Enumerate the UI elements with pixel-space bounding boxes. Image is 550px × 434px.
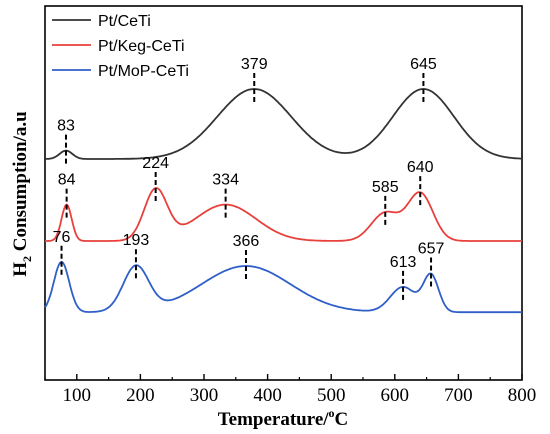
peak-label: 76: [53, 229, 71, 246]
peak-label: 366: [233, 233, 260, 250]
peak-label: 334: [212, 172, 239, 189]
series-line: [44, 260, 522, 314]
x-axis-ticks: 100 200 300 400 500 600 700 800: [44, 374, 537, 406]
series-line: [45, 187, 522, 242]
x-tick-label: 200: [126, 385, 155, 406]
x-tick-label: 500: [317, 385, 346, 406]
series-lines: [44, 88, 522, 314]
peak-label: 84: [58, 172, 76, 189]
x-axis-title-sup: o: [329, 406, 335, 420]
y-axis-title: H2 Consumption/a.u: [10, 111, 34, 277]
peak-label: 224: [142, 155, 169, 172]
x-tick-label: 300: [190, 385, 219, 406]
legend-label: Pt/CeTi: [98, 13, 151, 30]
series-line: [44, 88, 522, 160]
peak-label: 83: [57, 118, 75, 135]
peak-label: 657: [418, 241, 445, 258]
legend-label: Pt/MoP-CeTi: [98, 63, 189, 80]
peak-label: 585: [372, 179, 399, 196]
legend-label: Pt/Keg-CeTi: [98, 38, 185, 55]
peak-label: 645: [410, 56, 437, 73]
x-tick-label: 800: [508, 385, 537, 406]
legend: Pt/CeTi Pt/Keg-CeTi Pt/MoP-CeTi: [52, 13, 189, 80]
x-tick-label: 600: [381, 385, 410, 406]
x-tick-label: 100: [63, 385, 92, 406]
peak-label: 640: [407, 159, 434, 176]
x-tick-label: 400: [253, 385, 282, 406]
peak-label: 193: [123, 232, 150, 249]
x-tick-label: 700: [444, 385, 473, 406]
peak-label: 379: [241, 56, 268, 73]
peak-label: 613: [390, 254, 417, 271]
y-axis-title-main: H: [10, 262, 31, 277]
x-axis-title-unit: C: [335, 409, 349, 430]
x-axis-title: Temperature/oC: [218, 406, 349, 430]
x-axis-title-main: Temperature/: [218, 409, 330, 430]
y-axis-title-sub: 2: [20, 256, 34, 262]
y-axis-title-rest: Consumption/a.u: [10, 111, 31, 256]
plot-frame: [44, 5, 523, 381]
